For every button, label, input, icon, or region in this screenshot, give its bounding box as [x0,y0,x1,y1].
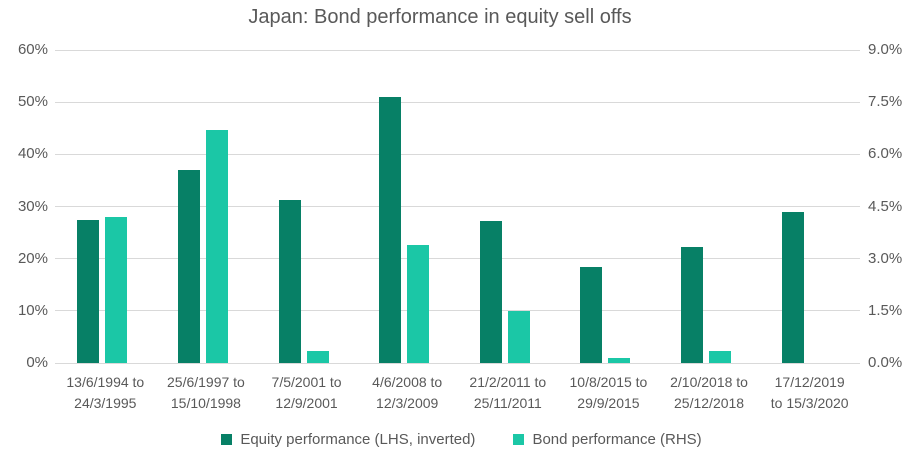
x-axis-label-line: to 15/3/2020 [770,395,849,411]
x-axis-label: 2/10/2018 to 25/12/2018 [659,372,760,414]
x-axis-label: 4/6/2008 to 12/3/2009 [357,372,458,414]
right-axis-tick: 1.5% [868,301,903,319]
left-axis-tick: 60% [17,41,48,58]
right-axis-tick: 3.0% [868,249,903,267]
x-axis-label: 10/8/2015 to 29/9/2015 [558,372,659,414]
equity-bar-3 [379,96,402,363]
x-axis-label: 25/6/1997 to 15/10/1998 [156,372,257,414]
legend-item-equity: Equity performance (LHS, inverted) [221,431,475,448]
right-axis-tick: 4.5% [868,197,903,215]
right-axis-tick: 6.0% [868,145,903,163]
x-axis-label-line: 10/8/2015 to [569,374,648,390]
legend: Equity performance (LHS, inverted) Bond … [0,431,923,448]
right-axis-tick: 7.5% [868,93,903,111]
left-axis-tick: 40% [17,145,48,163]
x-axis-label-line: 25/12/2018 [674,395,745,411]
x-axis-label-line: 24/3/1995 [74,395,137,411]
equity-bar-2 [278,199,301,363]
x-axis-label-line: 2/10/2018 to [670,374,748,390]
x-axis-label-line: 12/3/2009 [376,395,439,411]
bond-bar-2 [306,350,329,363]
left-axis-tick: 50% [17,93,48,111]
left-axis-tick: 20% [17,249,48,267]
gridline [55,101,860,103]
bond-bar-5 [608,358,631,363]
x-axis-label: 21/2/2011 to 25/11/2011 [458,372,559,414]
x-axis-label-line: 12/9/2001 [275,395,338,411]
gridline [55,310,860,312]
x-axis-label-line: 21/2/2011 to [469,374,547,390]
bond-bar-6 [709,350,732,363]
left-axis-tick: 10% [17,301,48,319]
x-axis-label-line: 29/9/2015 [577,395,640,411]
x-axis-label-line: 13/6/1994 to [66,374,145,390]
right-axis-tick: 0.0% [868,354,903,371]
equity-bar-4 [479,220,502,363]
gridline [55,206,860,207]
bond-bar-0 [105,216,128,363]
gridline [55,153,860,155]
left-axis-tick: 0% [26,354,48,371]
bond-bar-1 [205,129,228,363]
gridline [55,49,860,51]
x-axis-label: 17/12/2019 to 15/3/2020 [759,372,860,414]
legend-label-equity: Equity performance (LHS, inverted) [240,431,476,448]
left-axis-tick: 30% [17,197,48,215]
equity-bar-1 [177,169,200,363]
bond-bar-3 [407,244,430,363]
bond-bar-4 [507,310,530,363]
legend-label-bond: Bond performance (RHS) [532,431,702,448]
bond-swatch-icon [513,434,525,445]
x-axis-label-line: 4/6/2008 to [372,374,443,390]
gridline [55,362,860,364]
gridline [55,258,860,260]
chart-title: Japan: Bond performance in equity sell o… [248,6,632,28]
equity-bar-7 [781,211,804,363]
x-axis-label-line: 25/6/1997 to [167,374,245,390]
equity-swatch-icon [221,434,233,445]
x-axis-label-line: 15/10/1998 [170,395,241,411]
equity-bar-0 [77,219,100,363]
x-axis-label: 7/5/2001 to 12/9/2001 [256,372,357,414]
x-axis-label: 13/6/1994 to 24/3/1995 [55,372,156,414]
equity-bar-5 [580,267,603,363]
x-axis-label-line: 25/11/2011 [473,395,542,411]
legend-item-bond: Bond performance (RHS) [513,431,702,448]
x-axis-label-line: 7/5/2001 to [271,374,342,390]
equity-bar-6 [681,246,704,363]
x-axis-label-line: 17/12/2019 [774,374,845,390]
right-axis-tick: 9.0% [868,41,903,58]
